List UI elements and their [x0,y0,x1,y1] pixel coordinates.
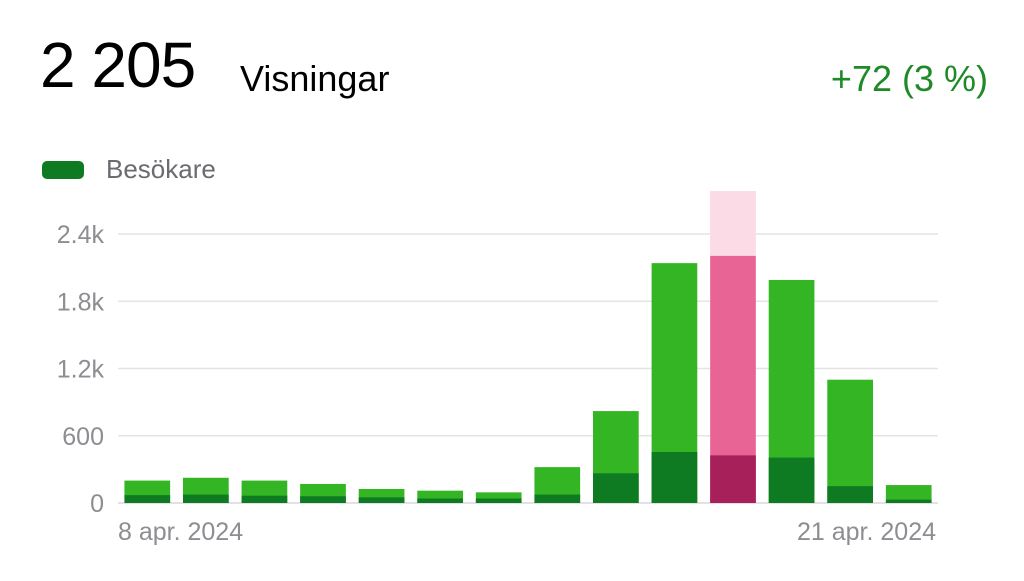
views-delta: +72 (3 %) [830,58,988,99]
bar-visitors [885,499,932,503]
bar-visitors [241,495,288,503]
bar-visitors [827,486,873,503]
bar-visitors [768,457,815,503]
bar-views [827,379,873,503]
bar-visitors [651,452,698,503]
bar-visitors [358,497,405,503]
bar-visitors [124,495,171,503]
legend-swatch [42,160,84,179]
header: 2 205 Visningar +72 (3 %) [40,28,988,108]
y-tick-label: 1.8k [57,288,105,316]
x-tick-label: 21 apr. 2024 [797,518,936,546]
y-tick-label: 1.2k [57,356,105,384]
bar-views [885,485,932,503]
bar-visitors [475,498,522,503]
chart-legend: Besökare [42,154,216,185]
views-label: Visningar [240,58,390,99]
y-tick-label: 600 [62,423,104,451]
bar-visitors [710,455,756,503]
total-views: 2 205 [40,29,196,101]
bar-visitors [183,494,229,503]
bar-visitors [300,496,346,503]
legend-label: Besökare [106,154,216,184]
y-tick-label: 2.4k [57,221,105,249]
bar-views [475,492,522,503]
bar-highlight-cap [710,191,756,256]
x-tick-label: 8 apr. 2024 [118,518,243,546]
bar-visitors [534,494,581,503]
bar-visitors [593,473,639,503]
y-tick-label: 0 [90,490,104,518]
bar-visitors [417,498,463,503]
